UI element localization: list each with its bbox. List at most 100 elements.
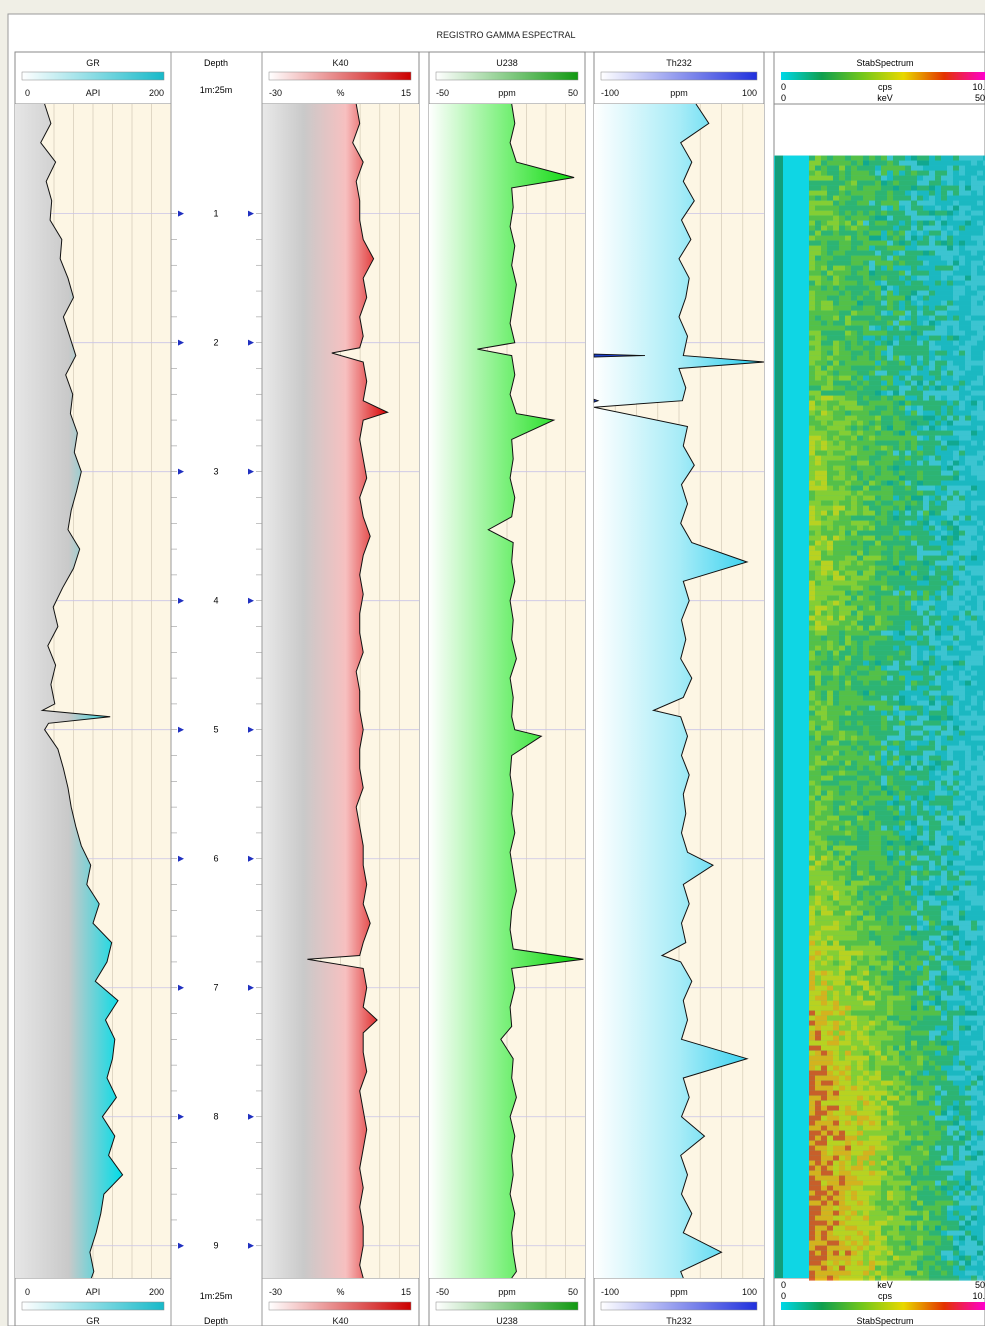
scale-bar-bottom-k40	[268, 1301, 412, 1311]
depth-tick-label: 1	[213, 209, 218, 219]
depth-tick-label: 3	[213, 467, 218, 477]
depth-marker-left	[178, 468, 184, 475]
spectrum-bottom-min: 0	[781, 1280, 786, 1290]
depth-marker-left	[178, 984, 184, 991]
depth-marker-left	[178, 855, 184, 862]
spectrum-bottom-min: 0	[781, 1291, 786, 1301]
scale-unit-top-u238: ppm	[498, 88, 516, 98]
depth-tick-label: 2	[213, 338, 218, 348]
track-footer-k40: K40	[332, 1316, 348, 1326]
track-header-gr: GR	[86, 58, 100, 68]
scale-bar-top-gr	[21, 71, 165, 81]
depth-marker-left	[178, 726, 184, 733]
spectrum-track: StabSpectrum StabSpectrum 0 cps 10. 0 keV 50 0 ke…	[773, 51, 985, 1326]
depth-track-background	[170, 51, 263, 1326]
scale-max-bottom-gr: 200	[149, 1287, 164, 1297]
track-gr: GR 0 API 200 0 API 200 GR	[14, 51, 172, 1326]
scale-min-bottom-th232: -100	[601, 1287, 619, 1297]
depth-tick-label: 7	[213, 983, 218, 993]
depth-marker-right	[248, 726, 254, 733]
scale-max-bottom-k40: 15	[401, 1287, 411, 1297]
curve-line-k40	[307, 103, 389, 1279]
track-header-k40: K40	[332, 58, 348, 68]
depth-marker-left	[178, 210, 184, 217]
depth-marker-right	[248, 984, 254, 991]
scale-min-top-k40: -30	[269, 88, 282, 98]
track-footer-gr: GR	[86, 1316, 100, 1326]
scale-unit-top-k40: %	[336, 88, 344, 98]
track-footer-th232: Th232	[666, 1316, 692, 1326]
scale-unit-bottom-gr: API	[86, 1287, 101, 1297]
spectrum-bottom-unit: keV	[877, 1280, 893, 1290]
scale-bar-top-k40	[268, 71, 412, 81]
depth-marker-left	[178, 1113, 184, 1120]
scale-max-bottom-th232: 100	[742, 1287, 757, 1297]
spectrum-scale-bottom	[781, 1302, 985, 1310]
depth-marker-right	[248, 855, 254, 862]
outlier-spike-th232-1	[593, 398, 600, 403]
depth-tick-label: 5	[213, 725, 218, 735]
depth-scale-top: 1m:25m	[200, 85, 233, 95]
scale-min-bottom-u238: -50	[436, 1287, 449, 1297]
scale-min-top-u238: -50	[436, 88, 449, 98]
track-k40: K40 -30% 15 -30% 15 K40	[261, 51, 420, 1326]
depth-marker-left	[178, 597, 184, 604]
scale-min-top-th232: -100	[601, 88, 619, 98]
scale-bar-top-u238	[435, 71, 579, 81]
scale-bar-bottom-u238	[435, 1301, 579, 1311]
depth-marker-right	[248, 1113, 254, 1120]
spectrum-cells	[809, 155, 985, 1281]
chart-title: REGISTRO GAMMA ESPECTRAL	[436, 30, 575, 40]
outlier-spike-th232-0	[593, 353, 646, 358]
spectrum-top-max: 50	[975, 93, 985, 103]
spectrum-bottom-max: 50	[975, 1280, 985, 1290]
depth-marker-left	[178, 1242, 184, 1249]
spectrum-heatmap	[774, 155, 985, 1281]
scale-max-top-th232: 100	[742, 88, 757, 98]
depth-footer: Depth	[204, 1316, 228, 1326]
depth-marker-right	[248, 597, 254, 604]
scale-max-top-u238: 50	[568, 88, 578, 98]
depth-marker-left	[178, 339, 184, 346]
scale-bar-top-th232	[600, 71, 758, 81]
spectrum-footer: StabSpectrum	[856, 1316, 913, 1326]
scale-max-top-k40: 15	[401, 88, 411, 98]
scale-unit-top-gr: API	[86, 88, 101, 98]
scale-unit-bottom-k40: %	[336, 1287, 344, 1297]
spectrum-top-min: 0	[781, 93, 786, 103]
curve-line-u238	[477, 103, 584, 1279]
track-header-u238: U238	[496, 58, 518, 68]
scale-min-top-gr: 0	[25, 88, 30, 98]
spectrum-top-unit: cps	[878, 82, 893, 92]
spectrum-top-min: 0	[781, 82, 786, 92]
spectrum-bottom-max: 10.	[972, 1291, 985, 1301]
track-header-th232: Th232	[666, 58, 692, 68]
depth-tick-label: 9	[213, 1241, 218, 1251]
depth-marker-right	[248, 339, 254, 346]
scale-bar-bottom-th232	[600, 1301, 758, 1311]
scale-unit-top-th232: ppm	[670, 88, 688, 98]
track-u238: U238 -50 ppm 50 -50 ppm 50 U238	[428, 51, 586, 1326]
spectrum-bottom-unit: cps	[878, 1291, 893, 1301]
depth-track: Depth 1m:25m 1m:25m Depth 1 2 3 4 5 6 7 8 9	[170, 51, 263, 1326]
depth-tick-label: 6	[213, 854, 218, 864]
scale-min-bottom-gr: 0	[25, 1287, 30, 1297]
spectrum-top-unit: keV	[877, 93, 893, 103]
depth-header: Depth	[204, 58, 228, 68]
scale-unit-bottom-u238: ppm	[498, 1287, 516, 1297]
curve-fill-u238	[429, 104, 584, 1278]
curve-fill-th232	[594, 104, 764, 1278]
track-th232: Th232 -100 ppm 100 -100 ppm 100 Th232	[593, 51, 765, 1326]
spectrum-header: StabSpectrum	[856, 58, 913, 68]
scale-bar-bottom-gr	[21, 1301, 165, 1311]
spectrum-top-max: 10.	[972, 82, 985, 92]
scale-unit-bottom-th232: ppm	[670, 1287, 688, 1297]
scale-min-bottom-k40: -30	[269, 1287, 282, 1297]
depth-scale-bottom: 1m:25m	[200, 1291, 233, 1301]
depth-tick-label: 4	[213, 596, 218, 606]
curve-line-gr	[40, 103, 124, 1279]
depth-marker-right	[248, 210, 254, 217]
curve-fill-k40	[262, 104, 388, 1278]
